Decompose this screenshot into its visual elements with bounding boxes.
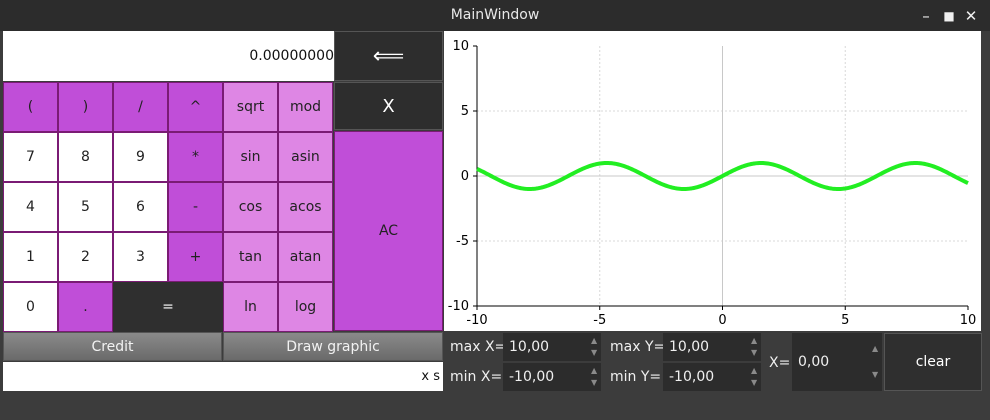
- y-tick-label: -10: [448, 299, 469, 314]
- digit-1-button[interactable]: 1: [3, 232, 58, 282]
- min-y-spinbox[interactable]: -10,00 ▲ ▼: [663, 363, 761, 391]
- min-x-value: -10,00: [509, 369, 555, 385]
- minus-button[interactable]: -: [168, 182, 223, 232]
- digit-3-button[interactable]: 3: [113, 232, 168, 282]
- x-value: 0,00: [798, 354, 830, 370]
- window-title: MainWindow: [450, 7, 540, 23]
- backspace-button[interactable]: ⟸: [334, 31, 443, 81]
- cos-button[interactable]: cos: [223, 182, 278, 232]
- spin-down-icon[interactable]: ▼: [591, 348, 598, 357]
- x-tick-label: 0: [718, 313, 726, 328]
- expression-input[interactable]: x s: [3, 362, 443, 391]
- plus-button[interactable]: +: [168, 232, 223, 282]
- spin-up-icon[interactable]: ▲: [591, 366, 598, 375]
- digit-0-button[interactable]: 0: [3, 282, 58, 332]
- divide-button[interactable]: /: [113, 82, 168, 132]
- max-x-spinbox[interactable]: 10,00 ▲ ▼: [503, 333, 601, 361]
- x-tick-label: -5: [593, 313, 606, 328]
- digit-7-button[interactable]: 7: [3, 132, 58, 182]
- function-curve: [476, 161, 969, 191]
- log-button[interactable]: log: [278, 282, 333, 332]
- sin-button[interactable]: sin: [223, 132, 278, 182]
- acos-button[interactable]: acos: [278, 182, 333, 232]
- digit-4-button[interactable]: 4: [3, 182, 58, 232]
- digit-8-button[interactable]: 8: [58, 132, 113, 182]
- close-paren-button[interactable]: ): [58, 82, 113, 132]
- multiply-button[interactable]: *: [168, 132, 223, 182]
- power-button[interactable]: ^: [168, 82, 223, 132]
- digit-6-button[interactable]: 6: [113, 182, 168, 232]
- y-tick-label: 10: [452, 39, 469, 54]
- x-variable-button[interactable]: X: [334, 82, 443, 130]
- sqrt-button[interactable]: sqrt: [223, 82, 278, 132]
- decimal-point-button[interactable]: .: [58, 282, 113, 332]
- title-bar: MainWindow – ■ ✕: [0, 0, 990, 31]
- x-tick-label: -10: [466, 313, 487, 328]
- y-tick-label: 0: [461, 169, 469, 184]
- x-value-spinbox[interactable]: 0,00 ▲ ▼: [792, 333, 882, 391]
- status-bar: [0, 391, 990, 420]
- ac-button[interactable]: AC: [334, 131, 443, 331]
- y-tick-label: 5: [461, 104, 469, 119]
- x-value-label: X=: [769, 355, 791, 371]
- close-icon[interactable]: ✕: [964, 7, 978, 25]
- spin-down-icon[interactable]: ▼: [751, 348, 758, 357]
- min-x-spinbox[interactable]: -10,00 ▲ ▼: [503, 363, 601, 391]
- min-x-label: min X=: [450, 369, 503, 385]
- tan-button[interactable]: tan: [223, 232, 278, 282]
- y-tick-label: -5: [456, 234, 469, 249]
- clear-button[interactable]: clear: [884, 333, 982, 391]
- equals-button[interactable]: =: [113, 282, 223, 332]
- spin-up-icon[interactable]: ▲: [751, 336, 758, 345]
- spin-up-icon[interactable]: ▲: [751, 366, 758, 375]
- x-tick-label: 10: [960, 313, 977, 328]
- x-tick-label: 5: [841, 313, 849, 328]
- asin-button[interactable]: asin: [278, 132, 333, 182]
- max-y-spinbox[interactable]: 10,00 ▲ ▼: [663, 333, 761, 361]
- ln-button[interactable]: ln: [223, 282, 278, 332]
- digit-5-button[interactable]: 5: [58, 182, 113, 232]
- credit-button[interactable]: Credit: [3, 332, 222, 361]
- digit-2-button[interactable]: 2: [58, 232, 113, 282]
- spin-down-icon[interactable]: ▼: [872, 370, 879, 379]
- spin-down-icon[interactable]: ▼: [751, 378, 758, 387]
- draw-graphic-button[interactable]: Draw graphic: [223, 332, 443, 361]
- max-x-value: 10,00: [509, 339, 550, 355]
- min-y-label: min Y=: [610, 369, 662, 385]
- maximize-icon[interactable]: ■: [943, 9, 955, 23]
- max-y-label: max Y=: [610, 339, 666, 355]
- minimize-icon[interactable]: –: [922, 7, 930, 25]
- max-x-label: max X=: [450, 339, 507, 355]
- max-y-value: 10,00: [669, 339, 710, 355]
- open-paren-button[interactable]: (: [3, 82, 58, 132]
- spin-up-icon[interactable]: ▲: [591, 336, 598, 345]
- atan-button[interactable]: atan: [278, 232, 333, 282]
- graph-canvas: 10 5 0 -5 -10-10 -5 0 5 10: [448, 39, 977, 328]
- mod-button[interactable]: mod: [278, 82, 333, 132]
- digit-9-button[interactable]: 9: [113, 132, 168, 182]
- spin-down-icon[interactable]: ▼: [591, 378, 598, 387]
- result-display: 0.00000000: [3, 31, 334, 81]
- min-y-value: -10,00: [669, 369, 715, 385]
- spin-up-icon[interactable]: ▲: [872, 344, 879, 353]
- graph-plot: 10 5 0 -5 -10 -10 -5 0 5 10: [444, 31, 981, 331]
